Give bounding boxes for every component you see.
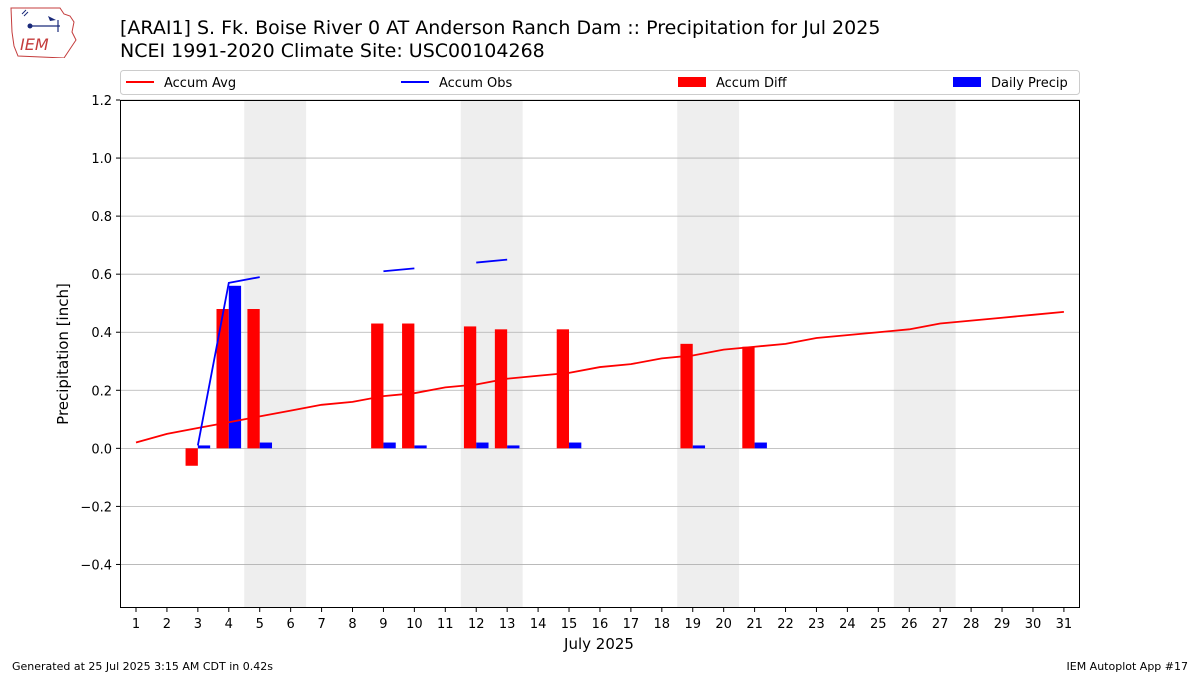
x-tick-label: 28 <box>963 617 980 632</box>
legend-label: Accum Diff <box>716 76 788 91</box>
y-tick-label: 0.8 <box>91 210 112 225</box>
x-tick-label: 15 <box>561 617 578 632</box>
daily-precip-bar <box>754 442 767 449</box>
iem-logo: IEM <box>8 6 80 62</box>
x-tick-label: 27 <box>932 617 949 632</box>
accum-diff-bar <box>402 323 415 449</box>
logo-text: IEM <box>20 35 49 54</box>
accum-avg-line <box>135 311 1064 444</box>
x-tick-label: 31 <box>1056 617 1073 632</box>
accum-diff-bar <box>556 329 570 449</box>
x-tick-label: 25 <box>870 617 887 632</box>
x-tick-label: 6 <box>287 617 295 632</box>
y-tick-label: 0.0 <box>91 442 112 457</box>
x-tick-label: 16 <box>592 617 609 632</box>
x-tick-label: 22 <box>777 617 794 632</box>
accum-diff-bar <box>742 346 755 449</box>
x-tick-label: 17 <box>623 617 640 632</box>
daily-precip-bar <box>197 445 211 449</box>
accum-diff-bar <box>216 309 229 449</box>
daily-precip-bar <box>507 445 520 449</box>
x-tick-label: 24 <box>839 617 856 632</box>
legend-swatch-bar <box>953 77 981 87</box>
x-tick-label: 11 <box>437 617 454 632</box>
daily-precip-bar <box>476 442 489 449</box>
x-axis-label: July 2025 <box>563 635 634 653</box>
y-tick-label: 0.2 <box>91 384 112 399</box>
x-tick-label: 29 <box>994 617 1011 632</box>
daily-precip-bar <box>569 442 582 449</box>
generated-timestamp: Generated at 25 Jul 2025 3:15 AM CDT in … <box>12 660 273 673</box>
x-tick-label: 7 <box>317 617 325 632</box>
daily-precip-bar <box>228 285 242 449</box>
x-tick-label: 19 <box>684 617 701 632</box>
legend-box <box>120 70 1080 95</box>
accum-obs-line <box>383 267 415 273</box>
legend-label: Accum Obs <box>439 76 512 91</box>
x-tick-label: 2 <box>163 617 171 632</box>
x-tick-label: 3 <box>194 617 202 632</box>
y-tick-label: 0.6 <box>91 268 112 283</box>
chart-subtitle: NCEI 1991-2020 Climate Site: USC00104268 <box>120 40 545 62</box>
y-axis-label: Precipitation [inch] <box>54 283 72 425</box>
app-label: IEM Autoplot App #17 <box>1066 660 1189 673</box>
y-tick-label: −0.2 <box>80 500 112 515</box>
accum-obs-line <box>196 276 260 446</box>
x-tick-label: 21 <box>746 617 763 632</box>
accum-obs-line <box>476 258 508 264</box>
legend-label: Daily Precip <box>991 76 1068 91</box>
accum-diff-bar <box>463 326 477 449</box>
x-tick-label: 9 <box>379 617 387 632</box>
legend-label: Accum Avg <box>164 76 236 91</box>
y-tick-label: 0.4 <box>91 326 112 341</box>
y-tick-label: 1.2 <box>91 94 112 109</box>
daily-precip-bar <box>414 445 427 449</box>
x-tick-label: 13 <box>499 617 516 632</box>
x-tick-label: 20 <box>715 617 732 632</box>
daily-precip-bar <box>692 445 706 449</box>
accum-diff-bar <box>680 343 693 449</box>
legend-swatch-bar <box>678 77 706 87</box>
daily-precip-bar <box>383 442 396 449</box>
x-tick-label: 4 <box>225 617 233 632</box>
x-tick-label: 14 <box>530 617 547 632</box>
weekend-band <box>893 100 956 608</box>
x-tick-label: 5 <box>256 617 264 632</box>
y-tick-label: −0.4 <box>80 558 112 573</box>
plot-frame <box>120 100 1080 608</box>
x-tick-label: 26 <box>901 617 918 632</box>
accum-diff-bar <box>185 448 198 466</box>
accum-diff-bar <box>494 329 508 449</box>
x-tick-label: 23 <box>808 617 825 632</box>
x-tick-label: 8 <box>348 617 356 632</box>
daily-precip-bar <box>259 442 273 449</box>
x-tick-label: 30 <box>1025 617 1042 632</box>
y-tick-label: 1.0 <box>91 152 112 167</box>
accum-diff-bar <box>371 323 384 449</box>
x-tick-label: 10 <box>406 617 423 632</box>
chart-title: [ARAI1] S. Fk. Boise River 0 AT Anderson… <box>120 17 881 39</box>
x-tick-label: 12 <box>468 617 485 632</box>
accum-diff-bar <box>247 309 260 449</box>
x-tick-label: 18 <box>654 617 671 632</box>
x-tick-label: 1 <box>132 617 140 632</box>
